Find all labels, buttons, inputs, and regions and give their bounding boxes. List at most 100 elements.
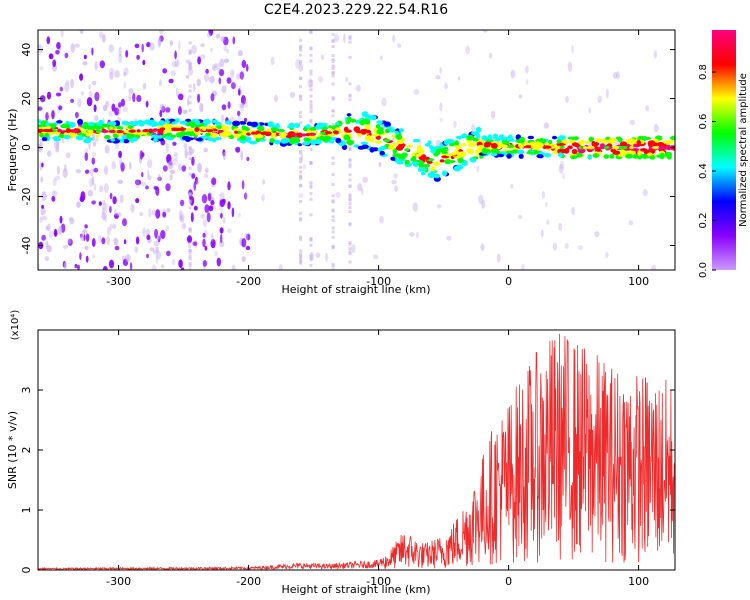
noise-streak: [299, 183, 303, 187]
ridge-core: [260, 131, 266, 136]
ridge-core: [651, 146, 660, 150]
noise-speckle: [106, 236, 110, 246]
ridge-cell: [643, 149, 649, 155]
noise-speckle: [194, 176, 199, 185]
noise-speckle: [69, 217, 75, 225]
noise-speckle: [135, 179, 140, 189]
noise-speckle: [225, 48, 230, 54]
noise-speckle: [172, 141, 177, 146]
noise-speckle: [226, 77, 232, 84]
ridge-cell: [159, 127, 166, 131]
noise-streak: [331, 54, 335, 58]
noise-speckle: [409, 232, 415, 237]
noise-speckle: [111, 161, 116, 170]
noise-speckle: [605, 88, 609, 99]
noise-speckle: [221, 104, 227, 111]
noise-speckle: [197, 162, 202, 173]
noise-speckle: [517, 214, 523, 219]
ridge-cell: [305, 124, 311, 129]
noise-speckle: [543, 122, 549, 129]
noise-speckle: [114, 245, 120, 251]
noise-speckle: [478, 194, 484, 205]
noise-speckle: [82, 229, 88, 235]
noise-speckle: [108, 44, 114, 53]
noise-speckle: [70, 98, 74, 103]
noise-speckle: [46, 36, 51, 45]
ridge-core: [372, 133, 379, 137]
noise-streak: [188, 192, 192, 196]
noise-speckle: [122, 218, 127, 227]
noise-streak: [299, 235, 303, 239]
noise-speckle: [84, 152, 89, 161]
snr-panel: -300 -200 -100 0 100 0 1 2 3 Height of straight …: [6, 310, 676, 596]
noise-speckle: [171, 258, 176, 266]
colorbar-gradient: [712, 30, 736, 270]
noise-speckle: [226, 228, 232, 234]
noise-speckle: [181, 222, 187, 230]
noise-speckle: [38, 106, 43, 111]
noise-speckle: [158, 30, 164, 35]
noise-streak: [331, 59, 335, 63]
noise-speckle: [552, 242, 557, 251]
noise-speckle: [118, 102, 122, 108]
noise-speckle: [219, 199, 225, 208]
noise-speckle: [75, 169, 82, 174]
snr-y-label: SNR (10 * v/v): [6, 411, 19, 489]
noise-speckle: [146, 228, 150, 236]
noise-speckle: [119, 194, 124, 204]
noise-speckle: [196, 78, 201, 87]
noise-streak: [348, 252, 352, 256]
ridge-cell: [490, 152, 498, 157]
ridge-cell: [551, 135, 558, 140]
noise-speckle: [103, 165, 109, 176]
noise-streak: [309, 120, 313, 124]
ridge-cell: [250, 121, 259, 128]
ridge-cell: [148, 128, 154, 134]
noise-speckle: [334, 34, 340, 43]
ridge-cell: [490, 148, 496, 154]
noise-streak: [309, 184, 313, 188]
ridge-cell: [557, 148, 565, 154]
ridge-cell: [665, 145, 672, 151]
noise-speckle: [437, 204, 442, 209]
ridge-cell: [388, 144, 395, 150]
ridge-cell: [475, 134, 481, 139]
ridge-core: [308, 132, 317, 136]
noise-streak: [309, 147, 313, 151]
noise-speckle: [102, 34, 106, 43]
noise-speckle: [183, 142, 188, 149]
noise-speckle: [136, 54, 140, 60]
noise-speckle: [220, 212, 223, 219]
noise-speckle: [64, 82, 70, 93]
noise-speckle: [379, 215, 384, 224]
noise-streak: [299, 252, 303, 256]
ridge-cell: [131, 121, 138, 127]
noise-speckle: [158, 79, 163, 87]
ridge-cell: [390, 156, 396, 161]
noise-speckle: [391, 179, 397, 185]
x-tick-label: -100: [366, 275, 391, 288]
noise-speckle: [52, 59, 57, 68]
noise-streak: [348, 210, 352, 214]
noise-speckle: [91, 176, 95, 186]
noise-speckle: [88, 83, 91, 90]
noise-speckle: [116, 211, 122, 217]
noise-speckle: [123, 71, 127, 77]
noise-speckle: [118, 46, 122, 57]
noise-speckle: [594, 231, 600, 238]
ridge-cell: [636, 139, 641, 146]
noise-speckle: [444, 83, 448, 90]
noise-speckle: [79, 252, 82, 260]
noise-speckle: [220, 36, 225, 42]
noise-speckle: [74, 43, 80, 48]
noise-speckle: [526, 79, 529, 85]
ridge-core: [550, 145, 556, 149]
ridge-cell: [355, 130, 364, 134]
noise-speckle: [80, 191, 86, 202]
noise-speckle: [393, 173, 398, 179]
noise-speckle: [75, 111, 79, 119]
noise-speckle: [244, 192, 248, 200]
ridge-core: [136, 129, 141, 133]
noise-speckle: [239, 85, 242, 92]
noise-speckle: [571, 44, 574, 54]
